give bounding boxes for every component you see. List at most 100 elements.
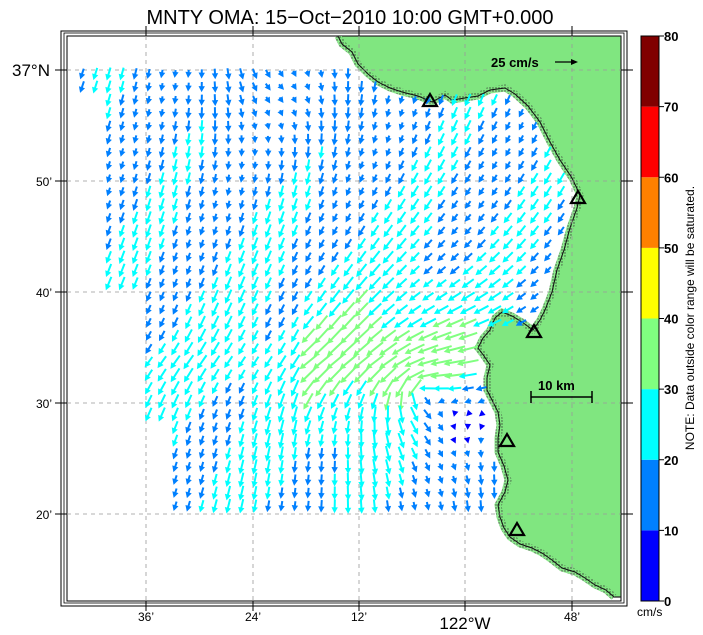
current-vector: [505, 108, 511, 118]
current-vector: [105, 120, 112, 132]
current-vector: [424, 172, 433, 185]
current-vector: [515, 319, 527, 326]
current-vector: [332, 226, 338, 236]
current-vector: [251, 420, 258, 435]
current-vector: [358, 94, 365, 107]
current-vector: [331, 160, 338, 172]
current-vector: [304, 474, 312, 486]
current-vector: [198, 172, 205, 185]
current-vector: [371, 445, 379, 462]
current-vector: [354, 302, 369, 317]
current-vector: [158, 134, 166, 145]
triangle-icon: [498, 431, 516, 448]
current-vector: [265, 317, 272, 329]
current-vector: [304, 96, 311, 105]
current-vector: [518, 134, 525, 144]
current-vector: [158, 381, 167, 396]
current-vector: [488, 278, 502, 289]
lat-label-40: 40’: [36, 286, 52, 300]
current-vector: [430, 331, 452, 341]
current-vector: [158, 407, 166, 422]
current-vector: [291, 159, 298, 172]
current-vector: [198, 290, 206, 303]
current-vector: [430, 345, 452, 354]
current-vector: [371, 212, 379, 224]
current-vector: [477, 397, 485, 404]
current-vector: [225, 174, 232, 183]
current-vector: [277, 96, 284, 103]
current-vector: [211, 461, 219, 473]
current-vector: [185, 133, 192, 146]
current-vector: [487, 318, 502, 327]
current-vector: [277, 367, 287, 383]
current-vector: [344, 420, 352, 435]
current-vector: [464, 397, 472, 404]
current-vector: [385, 95, 392, 105]
current-vector: [358, 174, 365, 183]
current-vector: [424, 488, 431, 498]
current-vector: [265, 303, 272, 316]
current-vector: [305, 212, 312, 224]
current-vector: [290, 366, 300, 384]
current-vector: [318, 447, 325, 460]
current-vector: [313, 340, 331, 357]
current-vector: [464, 160, 472, 171]
current-vector: [172, 225, 179, 237]
current-vector: [277, 355, 287, 369]
current-vector: [264, 368, 273, 382]
current-vector: [198, 81, 205, 93]
current-vector: [475, 265, 488, 276]
colorbar-band: [641, 389, 659, 460]
current-vector: [464, 462, 471, 471]
current-vector: [238, 276, 246, 291]
current-vector: [212, 395, 219, 407]
current-vector: [238, 459, 245, 475]
current-vector: [424, 501, 431, 511]
current-vector: [171, 146, 179, 159]
current-vector: [318, 487, 325, 500]
current-vector: [398, 172, 405, 185]
current-vector: [381, 303, 395, 316]
current-vector: [385, 108, 392, 118]
current-vector: [159, 265, 165, 276]
current-vector: [172, 95, 179, 105]
current-vector: [473, 304, 489, 314]
current-vector: [344, 107, 352, 120]
current-vector: [466, 409, 473, 417]
current-vector: [543, 212, 553, 224]
current-vector: [290, 354, 301, 370]
current-vector: [410, 433, 418, 448]
current-vector: [277, 419, 285, 436]
current-vector: [185, 316, 193, 330]
current-vector: [251, 250, 259, 265]
current-vector: [503, 212, 513, 224]
current-vector: [225, 434, 232, 447]
current-vector: [437, 199, 446, 210]
current-vector: [382, 378, 395, 398]
current-vector: [132, 160, 139, 171]
triangle-icon: [508, 520, 526, 537]
current-vector: [531, 134, 538, 145]
current-vector: [343, 263, 354, 277]
current-vector: [145, 185, 152, 198]
current-vector: [384, 211, 393, 225]
current-vector: [198, 302, 206, 317]
colorbar-tick-label: 30: [664, 382, 678, 397]
current-vector: [198, 146, 205, 159]
current-vector: [371, 485, 378, 501]
current-vector: [476, 239, 486, 249]
current-vector: [371, 199, 379, 210]
triangle-icon: [421, 91, 439, 108]
current-vector: [318, 212, 325, 223]
current-vector: [382, 277, 395, 290]
current-vector: [436, 265, 447, 275]
current-vector: [331, 447, 338, 460]
current-vector: [185, 500, 192, 512]
current-vector: [304, 185, 312, 199]
current-vector: [516, 265, 527, 275]
current-vector: [290, 70, 297, 78]
current-vector: [159, 317, 166, 328]
current-vector: [291, 460, 298, 474]
current-vector: [290, 83, 297, 90]
current-vector: [371, 499, 378, 514]
